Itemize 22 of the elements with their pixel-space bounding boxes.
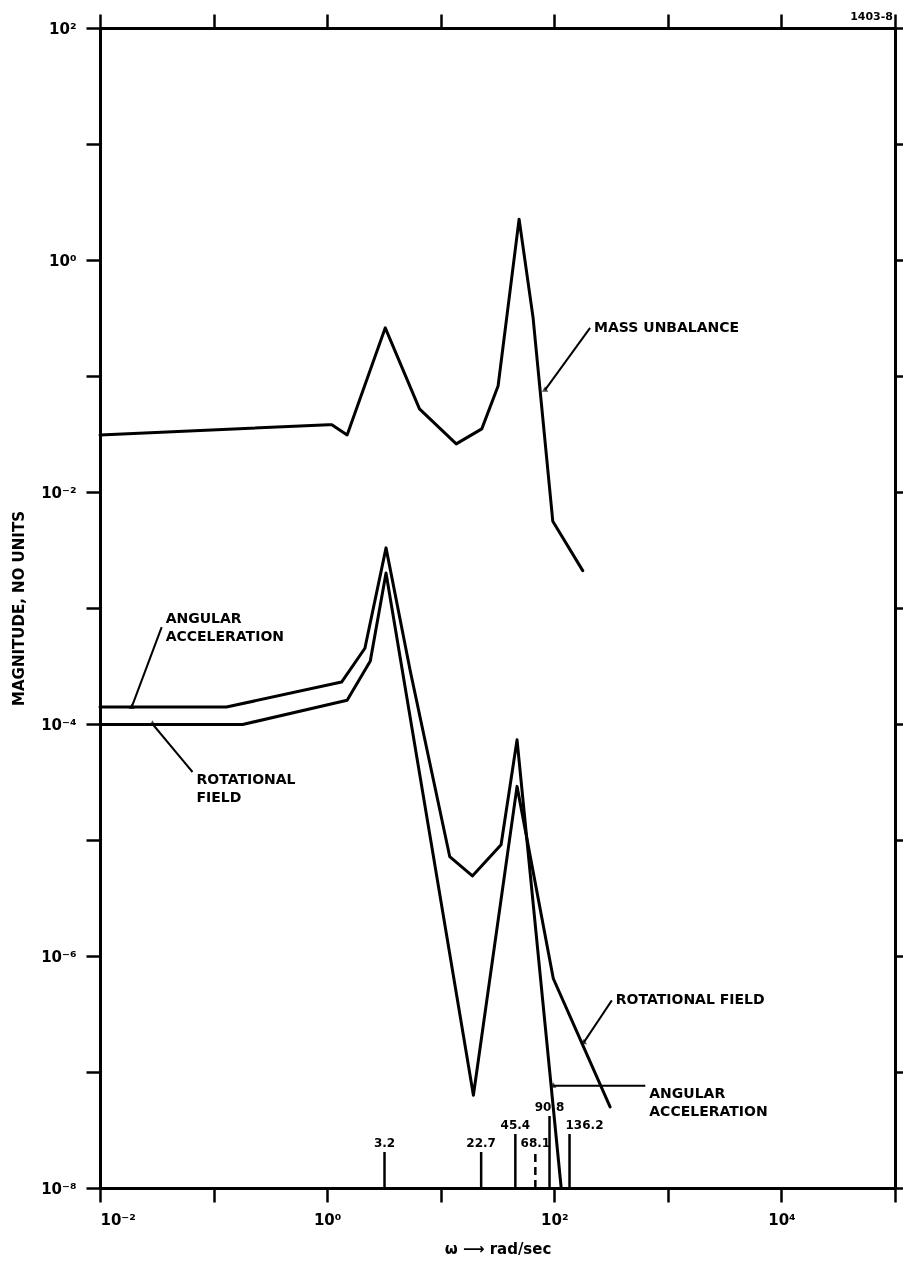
y-tick-label: 10⁻⁸ <box>41 1179 77 1198</box>
ref-line-label: 136.2 <box>565 1118 604 1132</box>
text: 1403-8 <box>850 10 893 23</box>
annotation: ROTATIONAL FIELD <box>615 991 765 1008</box>
x-tick-label: 10⁰ <box>313 1210 342 1229</box>
y-tick-label: 10⁻⁶ <box>41 947 77 966</box>
x-tick-label: 10⁴ <box>768 1210 796 1229</box>
ref-line-label: 45.4 <box>500 1118 531 1132</box>
annotation: MASS UNBALANCE <box>594 318 740 335</box>
y-axis-title: MAGNITUDE, NO UNITS <box>10 511 29 706</box>
annotation: ANGULAR ACCELERATION <box>165 610 284 645</box>
y-tick-label: 10⁰ <box>49 251 77 270</box>
ref-line-label: 22.7 <box>466 1136 496 1150</box>
x-tick-label: 10⁻² <box>100 1210 136 1229</box>
annotation: ROTATIONAL FIELD <box>196 771 296 805</box>
annotation: ANGULAR ACCELERATION <box>649 1084 768 1119</box>
y-tick-label: 10² <box>49 19 77 38</box>
ref-line-label: 3.2 <box>373 1136 396 1150</box>
y-tick-label: 10⁻⁴ <box>41 715 77 734</box>
x-tick-label: 10² <box>541 1210 569 1229</box>
x-axis-title: ω ⟶ rad/sec <box>444 1239 552 1258</box>
y-tick-label: 10⁻² <box>41 483 77 502</box>
